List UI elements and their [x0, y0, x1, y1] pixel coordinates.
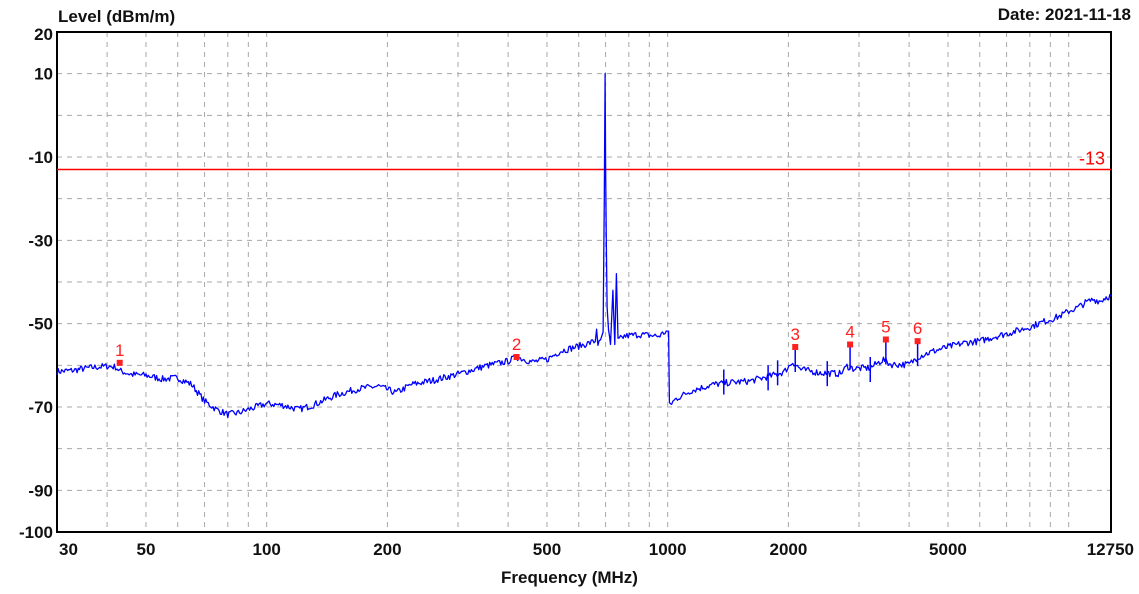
x-tick-label: 30	[59, 540, 78, 559]
peak-marker-label: 3	[790, 325, 799, 344]
peak-marker	[792, 344, 799, 350]
peak-marker	[914, 338, 921, 345]
peak-marker	[116, 359, 123, 366]
peak-marker	[513, 354, 520, 360]
plot-frame	[56, 31, 1112, 533]
limit-line-label: -13	[1079, 149, 1105, 169]
y-tick-label: -70	[28, 398, 53, 417]
y-axis-label: Level (dBm/m)	[58, 7, 176, 26]
plot-area	[57, 32, 1111, 532]
x-tick-label: 2000	[769, 540, 807, 559]
y-tick-label: -30	[28, 231, 53, 250]
y-tick-label: -90	[28, 481, 53, 500]
peak-marker-label: 2	[512, 335, 521, 354]
y-tick-label: -10	[28, 148, 53, 167]
peak-marker	[882, 336, 889, 343]
peak-marker-label: 6	[913, 319, 922, 338]
date-label: Date: 2021-11-18	[997, 5, 1131, 24]
peak-marker-label: 4	[845, 323, 854, 342]
x-tick-label: 500	[533, 540, 561, 559]
peak-marker	[847, 341, 854, 348]
y-tick-label: 20	[34, 25, 53, 44]
x-tick-label: 200	[373, 540, 401, 559]
x-tick-label: 50	[137, 540, 156, 559]
y-tick-label: 10	[34, 65, 53, 84]
x-axis-label: Frequency (MHz)	[501, 568, 638, 587]
y-tick-label: -100	[19, 523, 53, 542]
y-tick-label: -50	[28, 315, 53, 334]
x-tick-label: 12750	[1087, 540, 1134, 559]
x-tick-label: 1000	[649, 540, 687, 559]
peak-marker-label: 5	[881, 318, 890, 337]
x-tick-label: 5000	[929, 540, 967, 559]
x-tick-label: 100	[252, 540, 280, 559]
peak-marker-label: 1	[115, 341, 124, 360]
spectrum-trace	[56, 73, 1112, 419]
